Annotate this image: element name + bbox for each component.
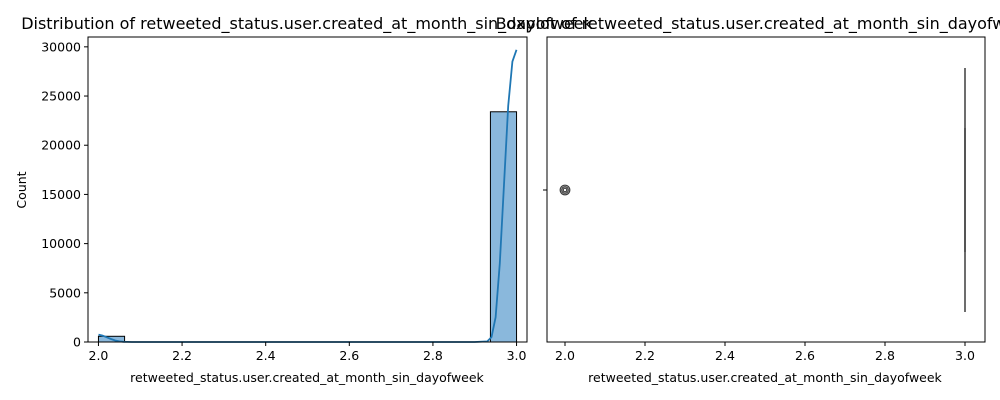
histogram-frame [87, 36, 528, 343]
x-tick-label: 2.8 [875, 348, 895, 363]
boxplot-x-ticks: 2.0 2.2 2.4 2.6 2.8 3.0 [555, 342, 975, 363]
x-tick-label: 2.0 [89, 348, 109, 363]
boxplot-title: Boxplot of retweeted_status.user.created… [496, 14, 1000, 34]
y-tick-label: 25000 [41, 89, 81, 104]
y-tick-label: 5000 [49, 285, 81, 300]
boxplot-frame [546, 36, 986, 343]
boxplot-x-axis-label: retweeted_status.user.created_at_month_s… [588, 370, 942, 385]
x-tick-label: 3.0 [507, 348, 527, 363]
x-tick-label: 2.4 [256, 348, 276, 363]
boxplot-outlier [559, 184, 571, 196]
x-tick-label: 2.0 [555, 348, 575, 363]
y-tick-label: 30000 [41, 39, 81, 54]
histogram-plot-area [87, 36, 528, 343]
histogram-x-axis-label: retweeted_status.user.created_at_month_s… [130, 370, 484, 385]
boxplot-outlier [561, 186, 569, 194]
x-tick-label: 2.2 [635, 348, 655, 363]
histogram-y-axis-label: Count [14, 171, 29, 208]
histogram-panel: 2.0 2.2 2.4 2.6 2.8 3.0 0 5000 10000 15000 20000 2… [14, 14, 594, 385]
y-tick-label: 15000 [41, 187, 81, 202]
x-tick-label: 2.8 [423, 348, 443, 363]
x-tick-label: 2.2 [172, 348, 192, 363]
boxplot-outlier [562, 187, 568, 193]
boxplot-panel: 2.0 2.2 2.4 2.6 2.8 3.0 Boxplot of retweeted_… [496, 14, 1000, 385]
x-tick-label: 2.6 [795, 348, 815, 363]
histogram-x-ticks: 2.0 2.2 2.4 2.6 2.8 3.0 [89, 342, 527, 363]
histogram-y-ticks: 0 5000 10000 15000 20000 25000 30000 [41, 39, 88, 350]
x-tick-label: 2.6 [339, 348, 359, 363]
histogram-bar [489, 111, 518, 343]
x-tick-label: 2.4 [715, 348, 735, 363]
x-tick-label: 3.0 [955, 348, 975, 363]
y-tick-label: 20000 [41, 138, 81, 153]
y-tick-label: 0 [73, 335, 81, 350]
kde-line [98, 49, 518, 343]
histogram-title: Distribution of retweeted_status.user.cr… [21, 14, 593, 34]
y-tick-label: 10000 [41, 236, 81, 251]
boxplot-plot-area [543, 36, 986, 343]
